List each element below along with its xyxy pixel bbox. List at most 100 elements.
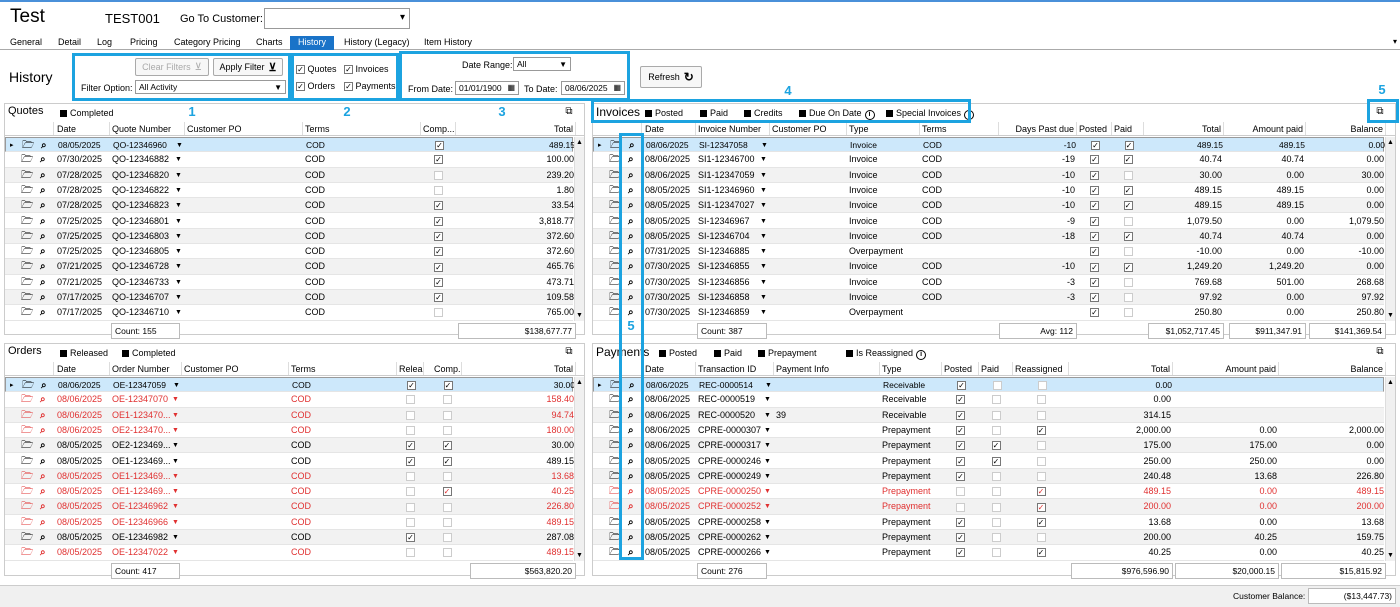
folder-open-icon[interactable]: 🗁 — [21, 547, 33, 559]
orders-completed-checkbox[interactable]: ✓ — [442, 456, 452, 466]
chevron-down-icon[interactable]: ▼ — [764, 472, 771, 480]
invoices-col-days[interactable]: Days Past due — [999, 122, 1077, 135]
scroll-up-icon[interactable]: ▲ — [1387, 139, 1394, 146]
orders-scrollbar[interactable]: ▲ ▼ — [574, 377, 584, 561]
payments-reassigned-checkbox[interactable] — [1037, 381, 1047, 391]
search-icon[interactable]: ⌕ — [628, 292, 634, 303]
payments-toggle-posted[interactable]: Posted — [659, 348, 697, 358]
invoices-cell-number[interactable]: SI1-12347027 — [698, 200, 755, 211]
payments-filter-checkbox[interactable]: ✓ Payments — [344, 81, 396, 92]
chevron-down-icon[interactable]: ▼ — [175, 232, 182, 240]
invoices-paid-checkbox[interactable]: ✓ — [1123, 201, 1133, 211]
quotes-col-completed[interactable]: Comp... — [423, 122, 456, 135]
chevron-down-icon[interactable]: ▼ — [760, 202, 767, 210]
orders-row[interactable]: 🗁 ⌕ 08/06/2025 OE2-123470... ▼ COD 180.00 — [5, 423, 574, 439]
quotes-cell-number[interactable]: QO-12346882 — [112, 154, 170, 165]
invoices-toggle-posted[interactable]: Posted — [645, 108, 683, 118]
search-icon[interactable]: ⌕ — [40, 307, 46, 319]
payments-reassigned-checkbox[interactable] — [1036, 441, 1046, 451]
payments-paid-checkbox[interactable] — [991, 410, 1001, 420]
folder-open-icon[interactable]: 🗁 — [609, 246, 621, 258]
orders-released-checkbox[interactable] — [406, 502, 415, 512]
chevron-down-icon[interactable]: ▼ — [760, 156, 767, 164]
payments-reassigned-checkbox[interactable]: ✓ — [1036, 548, 1046, 558]
orders-completed-checkbox[interactable] — [442, 426, 452, 436]
chevron-down-icon[interactable]: ▼ — [175, 263, 182, 271]
folder-open-icon[interactable]: 🗁 — [21, 440, 33, 452]
orders-released-checkbox[interactable] — [406, 410, 415, 420]
payments-reassigned-checkbox[interactable] — [1036, 471, 1046, 481]
folder-open-icon[interactable]: 🗁 — [609, 184, 621, 196]
payments-reassigned-checkbox[interactable]: ✓ — [1036, 426, 1046, 436]
payments-cell-id[interactable]: CPRE-0000250 — [698, 486, 762, 497]
search-icon[interactable]: ⌕ — [40, 501, 46, 513]
payments-row[interactable]: 🗁 ⌕ 08/05/2025 CPRE-0000246 ▼ Prepayment ✓ ✓ 250… — [593, 454, 1384, 469]
search-icon[interactable]: ⌕ — [40, 169, 46, 181]
orders-col-date[interactable]: Date — [55, 362, 110, 375]
invoices-paid-checkbox[interactable] — [1123, 293, 1133, 303]
folder-open-icon[interactable]: 🗁 — [21, 230, 33, 242]
payments-cell-id[interactable]: CPRE-0000317 — [698, 440, 762, 451]
orders-released-checkbox[interactable] — [406, 471, 415, 481]
payments-reassigned-checkbox[interactable]: ✓ — [1036, 502, 1046, 512]
invoices-posted-checkbox[interactable]: ✓ — [1091, 141, 1100, 151]
invoices-posted-checkbox[interactable]: ✓ — [1090, 277, 1099, 287]
search-icon[interactable]: ⌕ — [628, 276, 634, 288]
payments-cell-id[interactable]: CPRE-0000307 — [698, 424, 762, 435]
orders-released-checkbox[interactable] — [406, 548, 415, 558]
invoices-paid-checkbox[interactable]: ✓ — [1123, 186, 1133, 196]
invoices-row[interactable]: 🗁 ⌕ 08/05/2025 SI-12346704 ▼ Invoice COD -18 ✓ ✓ 4… — [593, 228, 1384, 245]
folder-open-icon[interactable]: 🗁 — [21, 200, 33, 212]
quotes-cell-number[interactable]: QO-12346710 — [112, 307, 170, 318]
quotes-cell-number[interactable]: QO-12346733 — [112, 276, 170, 287]
chevron-down-icon[interactable]: ▼ — [760, 171, 767, 179]
payments-row[interactable]: 🗁 ⌕ 08/05/2025 CPRE-0000262 ▼ Prepayment ✓ 200.… — [593, 530, 1384, 546]
search-icon[interactable]: ⌕ — [628, 169, 634, 181]
orders-row[interactable]: ▸ 🗁 ⌕ 08/06/2025 OE-12347059 ▼ COD ✓ ✓ 30.00 — [5, 377, 575, 393]
invoices-paid-checkbox[interactable] — [1123, 308, 1133, 318]
payments-reassigned-checkbox[interactable] — [1036, 395, 1046, 405]
popout-icon[interactable]: ⧉ — [565, 106, 573, 117]
invoices-paid-checkbox[interactable] — [1123, 170, 1133, 180]
chevron-down-icon[interactable]: ▼ — [760, 263, 767, 271]
payments-toggle-prepayment[interactable]: Prepayment — [758, 348, 817, 358]
chevron-down-icon[interactable]: ▼ — [172, 457, 179, 465]
orders-released-checkbox[interactable] — [406, 517, 415, 527]
quotes-completed-checkbox[interactable]: ✓ — [434, 293, 443, 303]
invoices-col-paid[interactable]: Paid — [1112, 122, 1144, 135]
to-date-input[interactable]: 08/06/2025 ▦ — [561, 81, 625, 95]
orders-row[interactable]: 🗁 ⌕ 08/05/2025 OE-12346982 ▼ COD ✓ 287.08 — [5, 530, 574, 546]
quotes-cell-number[interactable]: QO-12346822 — [112, 184, 170, 195]
search-icon[interactable]: ⌕ — [40, 154, 46, 166]
folder-open-icon[interactable]: 🗁 — [609, 154, 621, 166]
payments-paid-checkbox[interactable] — [991, 487, 1001, 497]
invoices-posted-checkbox[interactable]: ✓ — [1090, 216, 1099, 226]
payments-paid-checkbox[interactable] — [991, 517, 1001, 527]
invoices-row[interactable]: 🗁 ⌕ 07/30/2025 SI-12346858 ▼ Invoice COD -3 ✓ 97.… — [593, 290, 1384, 306]
filter-option-select[interactable]: All Activity ▼ — [135, 80, 286, 94]
popout-icon[interactable]: ⧉ — [1376, 106, 1384, 117]
payments-cell-id[interactable]: CPRE-0000249 — [698, 470, 762, 481]
search-icon[interactable]: ⌕ — [40, 409, 46, 421]
orders-completed-checkbox[interactable]: ✓ — [443, 381, 453, 391]
search-icon[interactable]: ⌕ — [628, 455, 634, 467]
folder-open-icon[interactable]: 🗁 — [21, 154, 33, 166]
folder-open-icon[interactable]: 🗁 — [21, 516, 33, 528]
chevron-down-icon[interactable]: ▼ — [764, 549, 771, 557]
invoices-toggle-paid[interactable]: Paid — [700, 108, 728, 118]
chevron-down-icon[interactable]: ▼ — [764, 534, 771, 541]
quotes-completed-checkbox[interactable] — [434, 308, 443, 318]
search-icon[interactable]: ⌕ — [628, 307, 634, 319]
invoices-row[interactable]: 🗁 ⌕ 08/05/2025 SI1-12346960 ▼ Invoice COD -10 ✓ ✓… — [593, 183, 1384, 199]
invoices-col-total[interactable]: Total — [1144, 122, 1224, 135]
search-icon[interactable]: ⌕ — [40, 455, 46, 467]
orders-col-po[interactable]: Customer PO — [182, 362, 289, 375]
chevron-down-icon[interactable]: ▼ — [175, 309, 182, 317]
folder-open-icon[interactable]: 🗁 — [21, 169, 33, 181]
info-icon[interactable]: i — [964, 110, 975, 120]
quotes-cell-number[interactable]: QO-12346823 — [112, 200, 170, 211]
invoices-row[interactable]: 🗁 ⌕ 07/31/2025 SI-12346885 ▼ Overpayment ✓ -10.… — [593, 244, 1384, 260]
chevron-down-icon[interactable]: ▼ — [175, 202, 182, 210]
search-icon[interactable]: ⌕ — [628, 440, 634, 452]
tab-general[interactable]: General — [10, 37, 43, 47]
